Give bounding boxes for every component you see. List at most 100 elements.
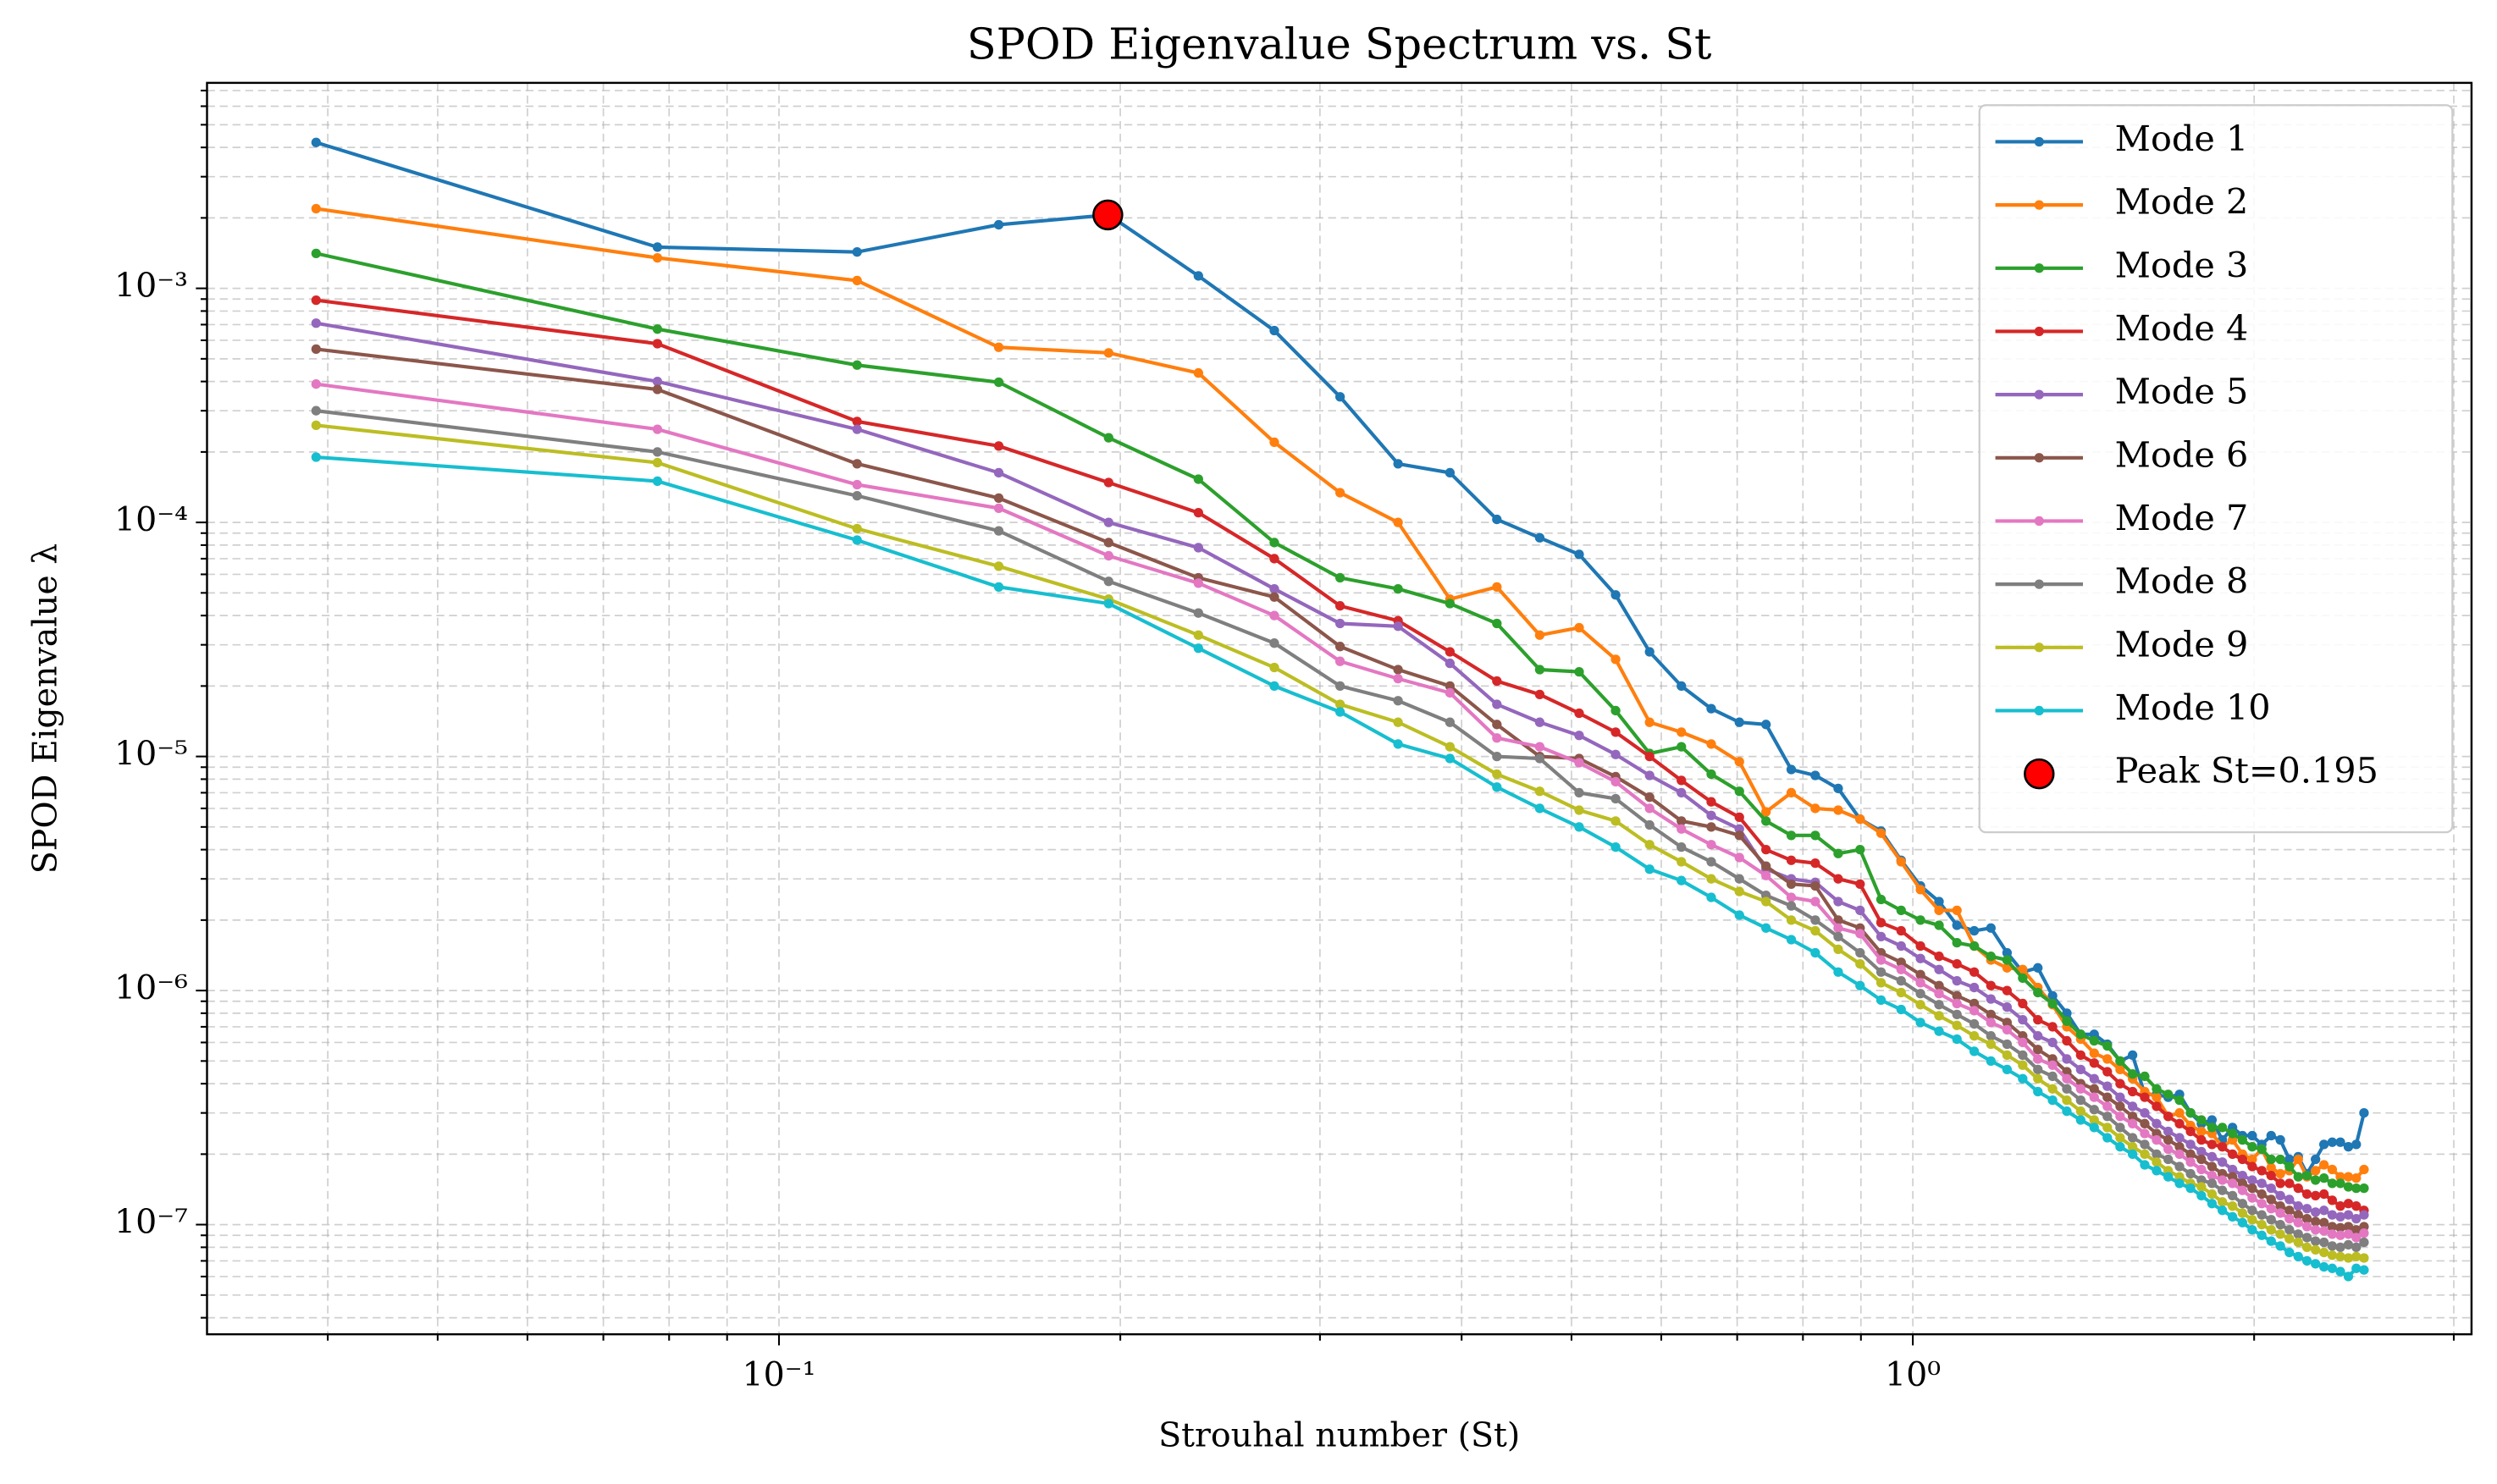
tick-layer: 10⁻¹ 10⁰ 10⁻⁷ 10⁻⁶ 10⁻⁵ 10⁻⁴ 10⁻³ (114, 89, 2456, 1394)
data-point (2247, 1130, 2257, 1141)
data-point (1952, 920, 1962, 930)
data-point (2266, 1225, 2276, 1235)
data-point (2351, 1225, 2362, 1235)
data-point (1393, 717, 1403, 727)
data-point (1534, 803, 1545, 814)
data-point (1896, 941, 1906, 952)
data-point (2275, 1134, 2285, 1145)
data-point (2343, 1172, 2354, 1182)
data-point (2102, 1123, 2113, 1133)
data-point (2351, 1233, 2362, 1243)
data-point (1734, 786, 1744, 797)
data-point (2047, 1095, 2058, 1106)
data-point (2327, 1210, 2338, 1220)
data-point (1492, 751, 1502, 762)
data-point (2237, 1185, 2248, 1195)
series-line (316, 207, 2366, 1180)
data-point (2275, 1154, 2285, 1165)
data-point (1534, 753, 1545, 764)
data-point (1833, 783, 1843, 794)
data-point (1269, 662, 1279, 673)
data-point (2002, 1024, 2013, 1035)
data-point (1810, 925, 1820, 936)
data-point (2033, 1031, 2043, 1041)
data-point (1334, 572, 1345, 583)
data-point (2275, 1229, 2285, 1239)
data-point (2075, 1084, 2085, 1094)
data-point (1810, 770, 1820, 781)
data-point (1934, 1000, 1944, 1010)
data-point (1574, 708, 1584, 719)
data-point (852, 275, 862, 286)
data-point (2301, 1204, 2312, 1214)
data-point (2140, 1108, 2150, 1118)
data-point (2185, 1139, 2196, 1150)
data-point (2115, 1079, 2125, 1089)
data-point (1761, 870, 1771, 880)
data-point (1644, 792, 1655, 803)
data-point (1761, 923, 1771, 933)
data-point (2174, 1108, 2185, 1118)
data-point (2318, 1160, 2329, 1170)
data-point (2075, 1095, 2085, 1106)
data-point (311, 344, 321, 355)
data-point (2196, 1154, 2207, 1165)
data-point (2115, 1056, 2125, 1066)
data-point (1952, 976, 1962, 986)
data-point (2293, 1237, 2303, 1248)
data-point (1103, 433, 1113, 443)
data-point (2002, 955, 2013, 965)
data-point (311, 248, 321, 259)
legend-marker (2034, 326, 2044, 337)
data-point (652, 339, 663, 349)
data-point (1934, 920, 1944, 930)
data-point (1393, 459, 1403, 469)
data-point (2343, 1199, 2354, 1209)
data-point (2196, 1115, 2207, 1125)
y-tick-label: 10⁻⁴ (114, 500, 188, 539)
data-point (2033, 963, 2043, 973)
legend-label: Mode 7 (2115, 498, 2249, 538)
data-point (1934, 952, 1944, 962)
data-point (2185, 1108, 2196, 1118)
data-point (1855, 844, 1865, 855)
data-point (852, 417, 862, 427)
series-line (316, 409, 2366, 1250)
data-point (2266, 1236, 2276, 1246)
data-point (2102, 1081, 2113, 1091)
data-point (1677, 727, 1687, 737)
data-point (1855, 879, 1865, 889)
data-point (2343, 1210, 2354, 1220)
data-point (2284, 1205, 2295, 1216)
data-point (1915, 969, 1925, 979)
data-point (2217, 1205, 2228, 1216)
data-point (1574, 822, 1584, 832)
data-point (652, 447, 663, 457)
data-point (2185, 1157, 2196, 1167)
legend-marker (2034, 705, 2044, 716)
data-point (1952, 958, 1962, 969)
data-point (1761, 844, 1771, 855)
data-point (1103, 348, 1113, 358)
data-point (1393, 665, 1403, 675)
data-point (1644, 803, 1655, 814)
data-point (1810, 896, 1820, 907)
data-point (1734, 717, 1744, 727)
data-point (2293, 1210, 2303, 1220)
data-point (1706, 703, 1716, 714)
data-point (652, 377, 663, 387)
data-point (311, 420, 321, 431)
data-point (2257, 1166, 2267, 1176)
data-point (2318, 1247, 2329, 1258)
data-point (1610, 816, 1621, 826)
data-point (2335, 1266, 2345, 1277)
data-point (2257, 1199, 2267, 1209)
data-point (1610, 793, 1621, 804)
data-point (2359, 1210, 2369, 1220)
data-point (1915, 915, 1925, 925)
data-point (1574, 549, 1584, 560)
data-point (1952, 1009, 1962, 1020)
data-point (1610, 776, 1621, 787)
data-point (2335, 1251, 2345, 1262)
data-point (1833, 915, 1843, 925)
